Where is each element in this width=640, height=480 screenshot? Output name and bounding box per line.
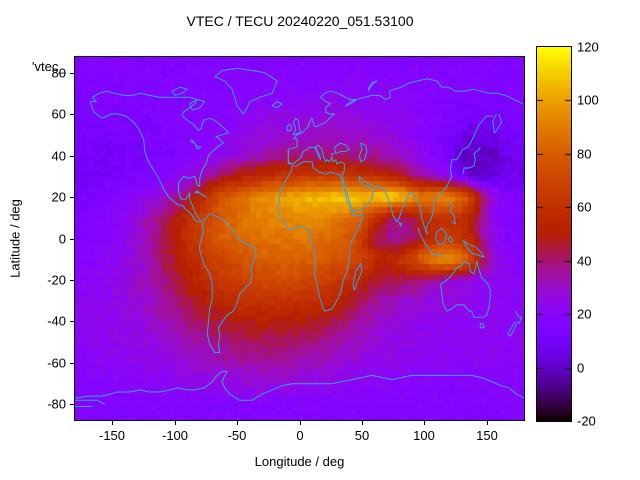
y-tick-mark (70, 114, 74, 115)
coastline-path (171, 86, 188, 96)
coastline-path (333, 142, 350, 154)
coastline-path (75, 370, 524, 401)
coastline-path (492, 113, 502, 134)
coastline-path (189, 99, 206, 111)
coastline-path (194, 190, 207, 198)
y-tick-label: 0 (58, 231, 66, 247)
x-tick-mark (300, 421, 301, 425)
coastline-path (434, 227, 448, 246)
y-tick-label: 80 (51, 65, 66, 81)
x-tick-mark (112, 421, 113, 425)
y-tick-mark (70, 280, 74, 281)
coastline-path (462, 146, 481, 175)
coastline-path (214, 67, 278, 115)
coastline-path (287, 78, 524, 165)
y-tick-label: -40 (47, 313, 66, 329)
colorbar-tick-label: -20 (577, 413, 596, 429)
x-tick-mark (424, 421, 425, 425)
y-tick-mark (70, 239, 74, 240)
coastline-path (189, 138, 202, 150)
colorbar-tick-label: 60 (577, 199, 592, 215)
coastline-overlay (75, 67, 524, 407)
x-tick-label: -150 (98, 428, 126, 443)
x-tick-mark (487, 421, 488, 425)
coastline-path (358, 142, 368, 163)
x-tick-label: 100 (413, 428, 435, 443)
coastline-path (462, 240, 485, 258)
coastline-path (514, 310, 522, 324)
coastline-path (75, 399, 106, 405)
x-tick-label: -50 (227, 428, 247, 443)
x-axis-label: Longitude / deg (254, 454, 345, 469)
colorbar-tick-label: 120 (577, 39, 599, 55)
colorbar (536, 46, 572, 422)
coastline-path (287, 144, 335, 165)
coastline-path (398, 221, 403, 227)
coastline-path (417, 227, 444, 258)
x-tick-label: 150 (476, 428, 498, 443)
y-tick-label: 20 (51, 189, 66, 205)
colorbar-tick-label: 100 (577, 92, 599, 108)
y-tick-mark (70, 363, 74, 364)
coastline-path (367, 80, 378, 92)
y-tick-mark (70, 73, 74, 74)
coastline-path (447, 235, 454, 244)
y-tick-label: -60 (47, 355, 66, 371)
y-tick-label: -80 (47, 396, 66, 412)
x-tick-mark (362, 421, 363, 425)
coastline-path (199, 213, 257, 354)
plot-area (74, 56, 525, 421)
x-tick-mark (237, 421, 238, 425)
y-tick-mark (70, 404, 74, 405)
coastline-path (89, 90, 229, 223)
key-label: 'vtec_ (32, 59, 66, 74)
y-tick-label: -20 (47, 272, 66, 288)
x-tick-label: 0 (296, 428, 304, 443)
coastline-path (286, 123, 293, 132)
colorbar-tick-label: 80 (577, 146, 592, 162)
x-tick-label: 50 (354, 428, 370, 443)
coastline-path (352, 262, 363, 291)
coastline-path (479, 323, 485, 329)
colorbar-tick-label: 40 (577, 253, 592, 269)
x-tick-mark (175, 421, 176, 425)
colorbar-tick-label: 0 (577, 360, 585, 376)
coastline-path (292, 117, 302, 136)
coastline-path (507, 321, 517, 337)
y-tick-mark (70, 321, 74, 322)
colorbar-tick-label: 20 (577, 306, 592, 322)
coastline-path (331, 115, 493, 235)
tec-heatmap-canvas (75, 57, 524, 420)
coastline-path (277, 161, 364, 312)
x-tick-label: -100 (161, 428, 189, 443)
plot-title: VTEC / TECU 20240220_051.53100 (186, 13, 414, 29)
colorbar-gradient-canvas (537, 47, 571, 421)
coastline-path (271, 101, 283, 109)
y-tick-mark (70, 197, 74, 198)
coastline-path (448, 200, 456, 225)
y-tick-mark (70, 156, 74, 157)
coastline-path (439, 260, 491, 318)
y-tick-label: 40 (51, 148, 66, 164)
y-tick-label: 60 (51, 106, 66, 122)
